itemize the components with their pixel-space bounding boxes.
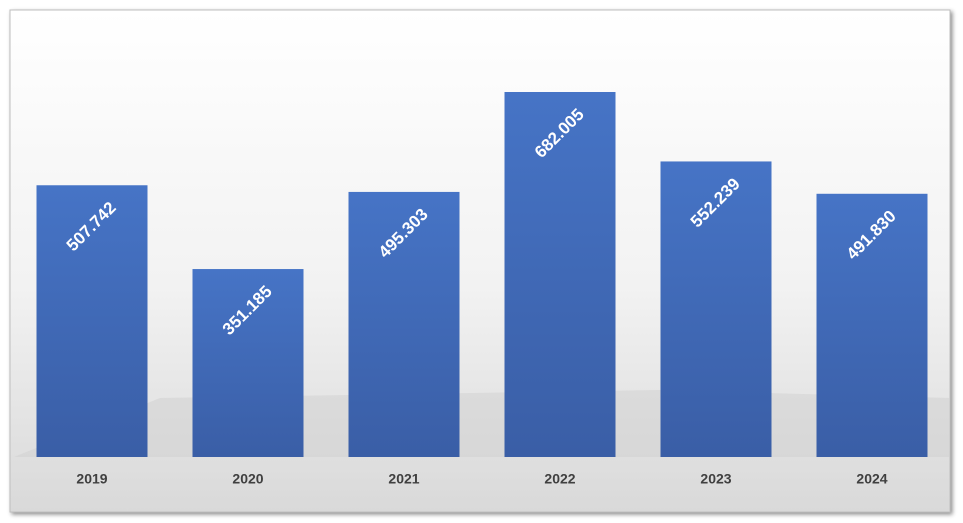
x-tick-label: 2023 xyxy=(700,471,731,487)
x-tick-label: 2019 xyxy=(76,471,107,487)
bar xyxy=(660,161,772,457)
bar xyxy=(504,92,616,457)
x-tick-label: 2021 xyxy=(388,471,419,487)
bar xyxy=(816,193,928,458)
bar xyxy=(348,191,460,458)
bar xyxy=(192,269,304,457)
x-tick-label: 2020 xyxy=(232,471,263,487)
x-tick-label: 2022 xyxy=(544,471,575,487)
x-tick-label: 2024 xyxy=(856,471,887,487)
bar xyxy=(36,185,148,457)
